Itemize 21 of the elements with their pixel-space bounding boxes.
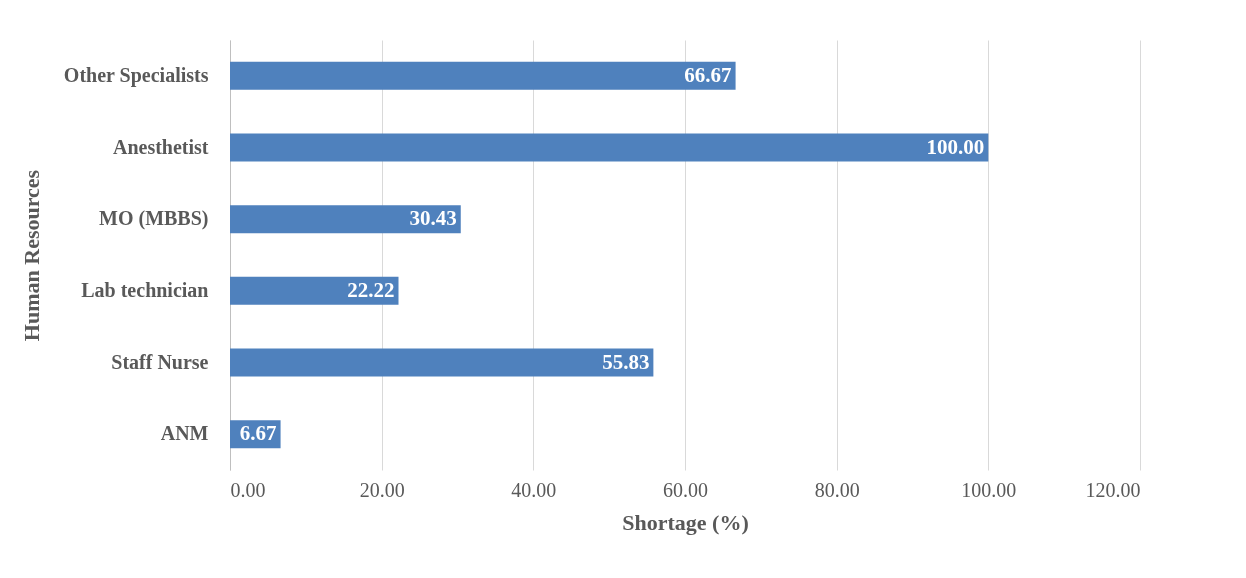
x-tick-label: 120.00 [1085,478,1141,501]
y-tick-label: Anesthetist [112,135,209,158]
x-tick-label: 40.00 [511,478,557,501]
x-tick-label: 60.00 [663,478,708,501]
y-tick-label: ANM [160,422,209,445]
x-tick-label: 80.00 [814,478,860,501]
data-label: 100.00 [926,134,985,159]
data-label: 6.67 [239,421,277,446]
x-tick-label: 0.00 [230,478,266,501]
x-tick-label: 20.00 [359,478,405,501]
y-tick-label: MO (MBBS) [99,207,209,231]
data-label: 22.22 [347,277,395,302]
x-tick-label: 100.00 [961,478,1017,501]
y-tick-label: Other Specialists [63,63,209,87]
data-label: 30.43 [409,206,457,231]
x-axis-title: Shortage (%) [622,509,749,535]
data-label: 66.67 [684,62,732,87]
y-axis-title: Human Resources [18,169,44,342]
data-label: 55.83 [602,349,650,374]
y-tick-label: Staff Nurse [111,350,209,373]
y-tick-label: Lab technician [81,278,209,301]
